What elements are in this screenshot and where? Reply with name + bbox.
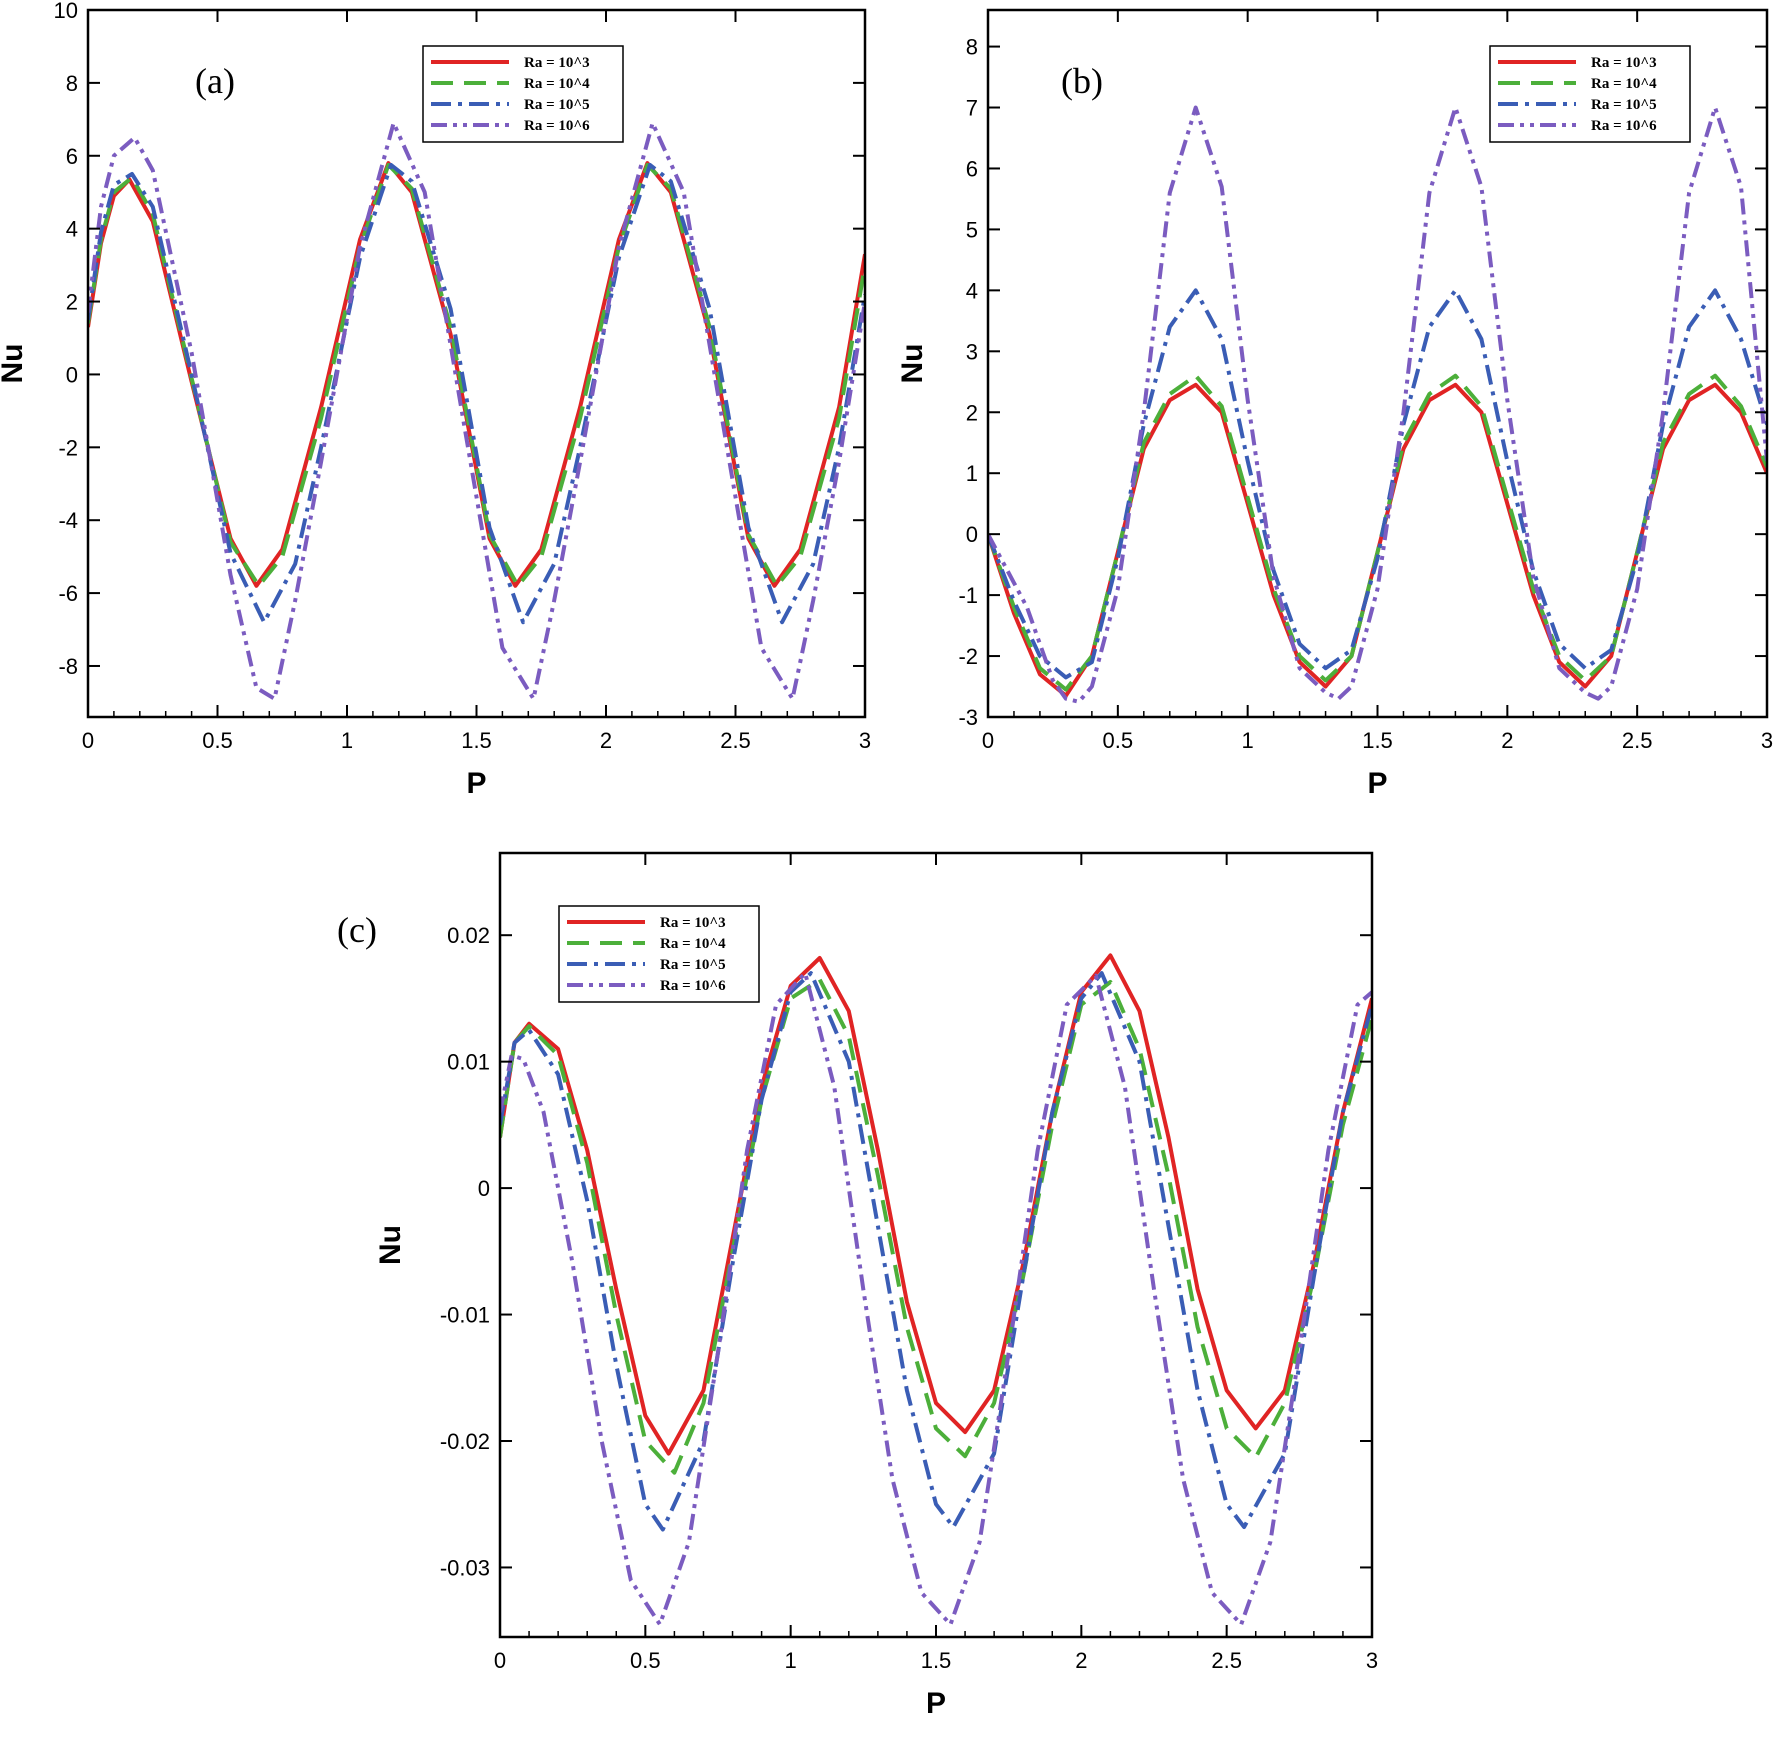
y-axis-label: Nu [374,1225,407,1265]
y-tick-label: 6 [966,156,978,181]
y-tick-label: 3 [966,339,978,364]
series-line-ra-10-6 [500,971,1372,1627]
x-tick-label: 1 [1242,728,1254,753]
x-tick-label: 2.5 [720,728,751,753]
series-line-ra-10-6 [988,105,1767,704]
y-tick-label: 1 [966,461,978,486]
x-tick-label: 2 [1501,728,1513,753]
legend-label: Ra = 10^4 [1591,76,1657,92]
y-tick-label: 0 [966,522,978,547]
legend-label: Ra = 10^5 [524,97,590,113]
y-tick-label: -3 [958,705,978,730]
legend-label: Ra = 10^5 [1591,97,1657,113]
x-tick-label: 1 [341,728,353,753]
x-tick-label: 0.5 [1103,728,1134,753]
x-tick-label: 3 [1761,728,1773,753]
y-tick-label: -0.03 [440,1555,490,1580]
y-tick-label: 6 [66,144,78,169]
y-tick-label: -6 [58,581,78,606]
y-tick-label: -8 [58,654,78,679]
legend: Ra = 10^3 Ra = 10^4 Ra = 10^5 Ra = 10^6 [1489,45,1691,143]
series-line-ra-10-5 [88,162,865,625]
series-line-ra-10-3 [500,953,1372,1456]
y-tick-label: -0.02 [440,1429,490,1454]
series-line-ra-10-3 [988,382,1767,698]
y-tick-label: -4 [58,508,78,533]
x-tick-label: 3 [1366,1648,1378,1673]
x-tick-label: 1.5 [921,1648,952,1673]
x-tick-label: 0 [82,728,94,753]
y-tick-label: 7 [966,96,978,121]
x-tick-label: 2.5 [1211,1648,1242,1673]
y-tick-label: 5 [966,217,978,242]
y-tick-label: -1 [958,583,978,608]
x-tick-label: 2.5 [1622,728,1653,753]
legend-label: Ra = 10^4 [524,76,590,92]
legend-label: Ra = 10^4 [660,936,726,952]
y-tick-label: 8 [66,71,78,96]
panel-label: (c) [337,910,377,950]
y-tick-label: 2 [966,400,978,425]
y-axis-label: Nu [896,344,929,384]
legend-label: Ra = 10^3 [524,55,590,71]
legend-label: Ra = 10^6 [1591,118,1657,134]
y-tick-label: -2 [58,435,78,460]
series-line-ra-10-4 [88,162,865,588]
x-tick-label: 2 [600,728,612,753]
y-axis-label: Nu [0,344,29,384]
y-tick-label: 0 [66,362,78,387]
legend-label: Ra = 10^6 [660,978,726,994]
x-tick-label: 0.5 [630,1648,661,1673]
legend-label: Ra = 10^6 [524,118,590,134]
legend: Ra = 10^3 Ra = 10^4 Ra = 10^5 Ra = 10^6 [558,905,760,1003]
y-tick-label: 0.02 [447,923,490,948]
x-tick-label: 0.5 [202,728,233,753]
series-line-ra-10-5 [500,971,1372,1532]
x-tick-label: 1.5 [1362,728,1393,753]
chart-b: 0 0.5 1 1.5 2 2.5 3 -3 -2 -1 0 1 2 3 4 5 6 7 8 P Nu (b) Ra = 1… [896,8,1773,800]
x-axis-label: P [926,1687,946,1720]
x-tick-label: 2 [1075,1648,1087,1673]
panel-label: (a) [195,61,235,101]
series-line-ra-10-6 [88,121,865,701]
y-tick-label: 10 [54,0,78,23]
panel-label: (b) [1061,61,1103,101]
legend-label: Ra = 10^3 [660,915,726,931]
y-tick-label: 0.01 [447,1050,490,1075]
x-tick-label: 0 [494,1648,506,1673]
legend-label: Ra = 10^5 [660,957,726,973]
y-tick-label: 8 [966,35,978,60]
x-tick-label: 0 [982,728,994,753]
legend-label: Ra = 10^3 [1591,55,1657,71]
x-tick-label: 1 [785,1648,797,1673]
chart-a: 0 0.5 1 1.5 2 2.5 3 -8 -6 -4 -2 0 2 4 6 8 10 P Nu (a) Ra = 1… [0,0,871,800]
y-tick-label: -0.01 [440,1303,490,1328]
y-tick-label: 2 [66,290,78,315]
x-tick-label: 1.5 [461,728,492,753]
legend: Ra = 10^3 Ra = 10^4 Ra = 10^5 Ra = 10^6 [422,45,624,143]
series-line-ra-10-4 [500,977,1372,1475]
x-axis-label: P [466,767,486,800]
x-tick-label: 3 [859,728,871,753]
y-tick-label: 0 [478,1176,490,1201]
x-axis-label: P [1367,767,1387,800]
y-tick-label: 4 [66,217,78,242]
y-tick-label: -2 [958,644,978,669]
series-line-ra-10-5 [988,288,1767,680]
chart-c: 0 0.5 1 1.5 2 2.5 3 -0.03 -0.02 -0.01 0 0.01 0.02 P Nu… [337,851,1378,1720]
y-tick-label: 4 [966,278,978,303]
